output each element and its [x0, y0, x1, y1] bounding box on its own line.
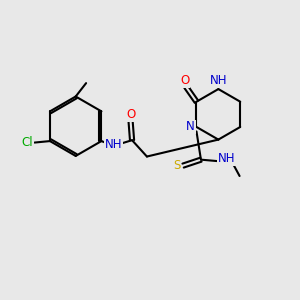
Text: S: S [173, 159, 180, 172]
Text: NH: NH [210, 74, 227, 87]
Text: NH: NH [105, 138, 122, 152]
Text: N: N [186, 121, 195, 134]
Text: O: O [180, 74, 189, 87]
Text: Cl: Cl [22, 136, 34, 149]
Text: NH: NH [218, 152, 235, 165]
Text: O: O [126, 108, 135, 122]
